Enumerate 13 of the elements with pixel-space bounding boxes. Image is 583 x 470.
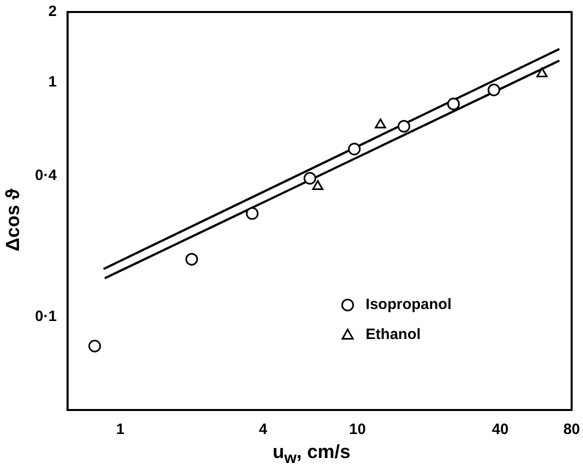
x-tick-label: 80 (563, 421, 580, 438)
legend-label: Isopropanol (366, 296, 452, 314)
y-tick-label: 2 (48, 3, 57, 20)
x-tick-label: 10 (349, 421, 366, 438)
y-axis-title: Δcos ϑ (3, 188, 25, 252)
x-tick-label: 40 (492, 421, 509, 438)
x-tick-label: 4 (258, 421, 268, 438)
y-tick-label: 0·4 (34, 166, 58, 184)
legend-label: Ethanol (366, 326, 421, 344)
x-tick-label: 1 (116, 421, 124, 438)
y-tick-label: 1 (48, 74, 57, 91)
y-tick-label: 0·1 (34, 308, 57, 325)
x-axis-title: u$_{w}$, cm/s (272, 442, 352, 468)
